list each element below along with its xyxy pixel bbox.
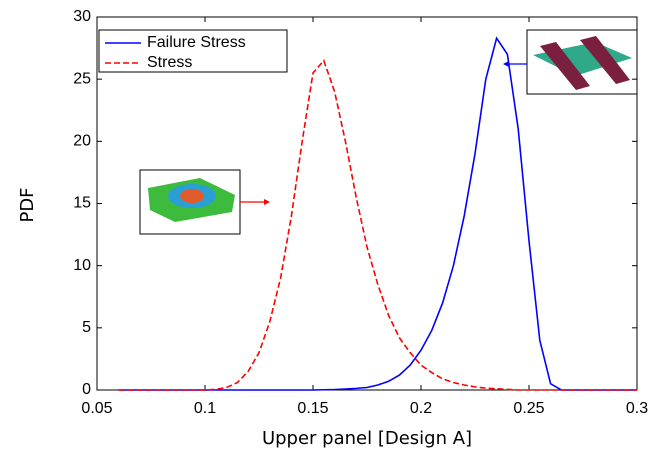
chart: Upper panel [Design A] PDF 0.05 0.1 0.15 0.… <box>0 0 656 459</box>
y-axis-title: PDF <box>17 187 38 222</box>
y-tick-label: 15 <box>73 195 91 212</box>
x-tick-label: 0.3 <box>626 400 648 417</box>
y-tick-label: 5 <box>82 319 91 336</box>
y-tick-label: 10 <box>73 257 91 274</box>
y-tick-label: 0 <box>82 381 91 398</box>
x-tick-label: 0.05 <box>81 400 112 417</box>
y-tick-label: 25 <box>73 70 91 87</box>
x-tick-label: 0.15 <box>297 400 328 417</box>
x-tick-label: 0.2 <box>410 400 432 417</box>
x-tick-label: 0.1 <box>194 400 216 417</box>
legend-label: Failure Stress <box>147 34 246 51</box>
y-tick-label: 30 <box>73 8 91 25</box>
legend: Failure Stress Stress <box>99 30 287 72</box>
x-tick-label: 0.25 <box>513 400 544 417</box>
x-axis-title: Upper panel [Design A] <box>262 428 472 449</box>
y-tick-label: 20 <box>73 133 91 150</box>
inset-shape <box>180 189 204 203</box>
legend-label: Stress <box>147 54 192 71</box>
